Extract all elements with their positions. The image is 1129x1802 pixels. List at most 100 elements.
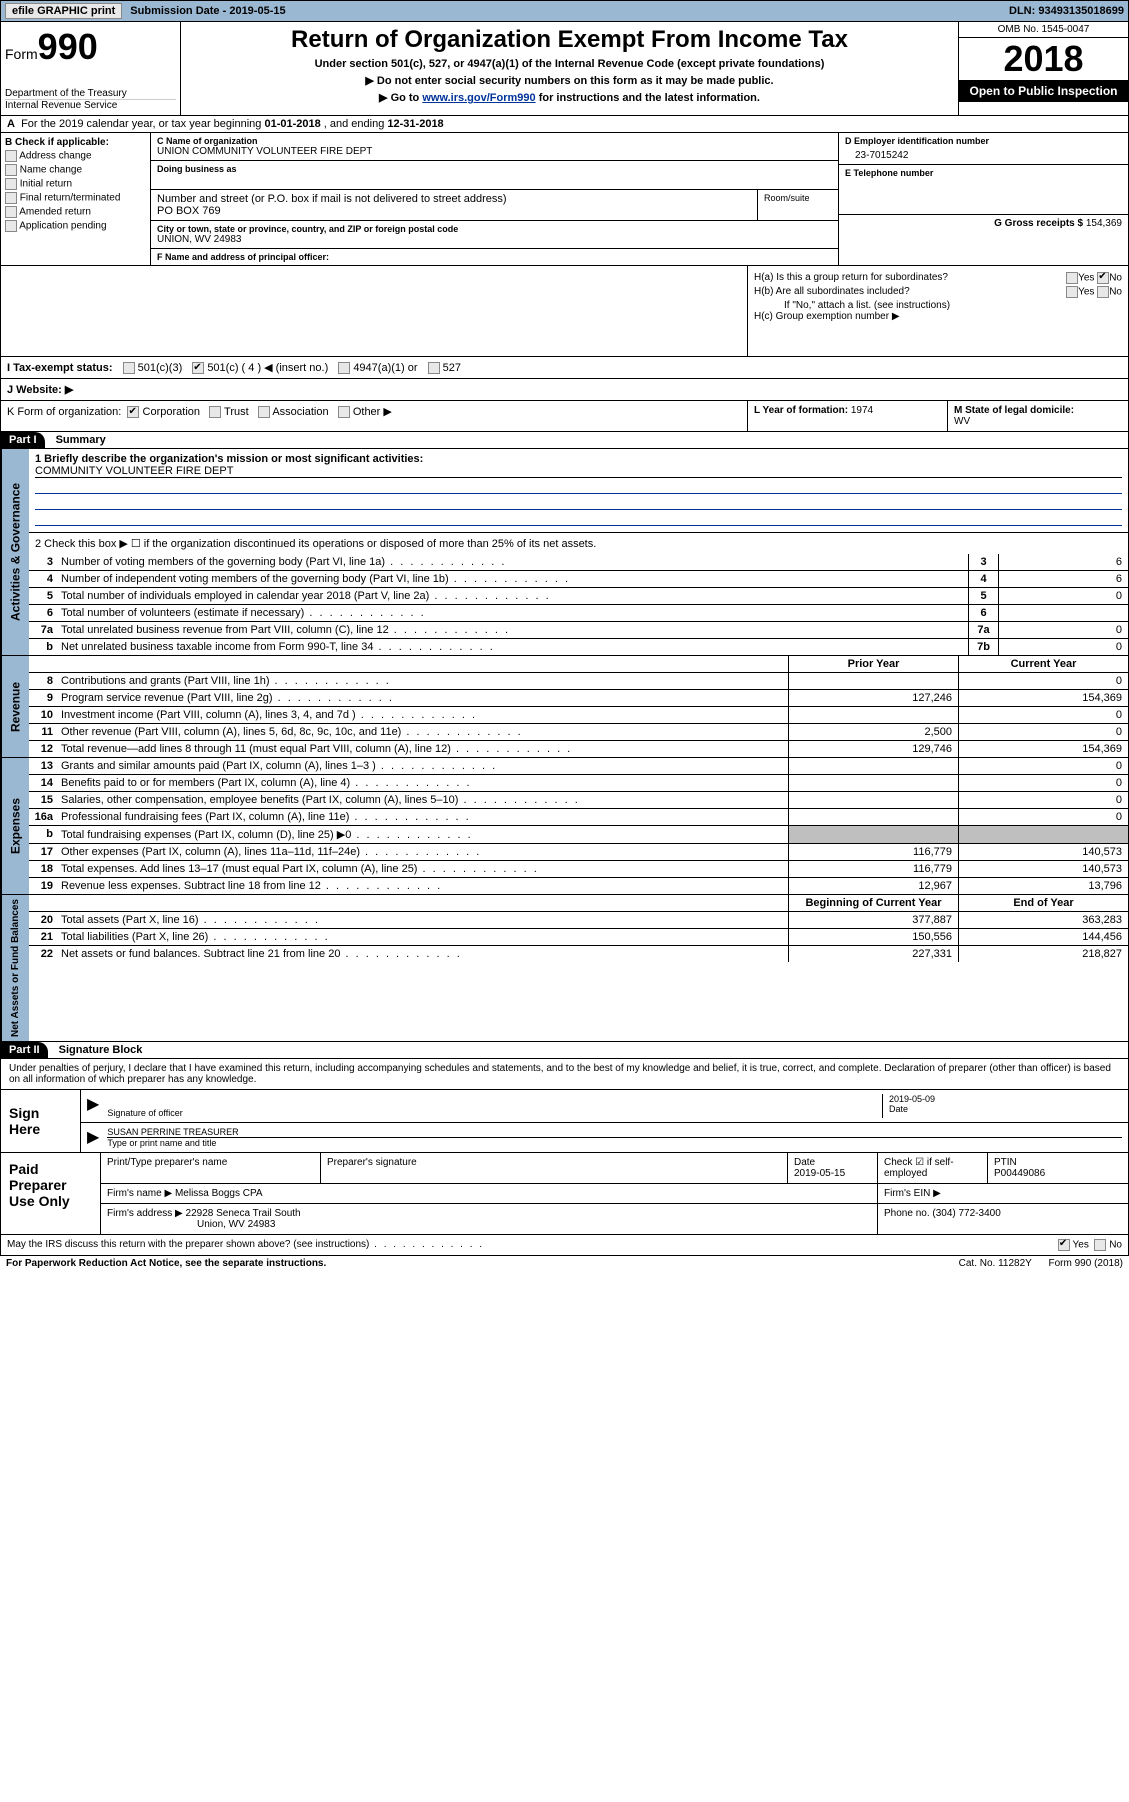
- tax-year: 2018: [959, 38, 1128, 80]
- sub2: ▶ Do not enter social security numbers o…: [189, 74, 950, 87]
- part-ii-title: Signature Block: [51, 1044, 143, 1056]
- signature-block: Under penalties of perjury, I declare th…: [0, 1059, 1129, 1235]
- part-i-title: Summary: [48, 434, 106, 446]
- principal-officer-cell: F Name and address of principal officer:: [151, 249, 838, 265]
- line-3: 3Number of voting members of the governi…: [29, 554, 1128, 571]
- bottom-row: For Paperwork Reduction Act Notice, see …: [0, 1256, 1129, 1271]
- header-center: Return of Organization Exempt From Incom…: [181, 22, 958, 115]
- h-a: H(a) Is this a group return for subordin…: [754, 272, 1122, 284]
- ein-cell: D Employer identification number 23-7015…: [839, 133, 1128, 165]
- sig-officer-line: ▶ Signature of officer 2019-05-09Date: [81, 1090, 1128, 1123]
- part-i-header: Part I Summary: [0, 432, 1129, 449]
- form-number: Form990: [5, 26, 176, 68]
- sub1: Under section 501(c), 527, or 4947(a)(1)…: [189, 58, 950, 70]
- form-ref: Form 990 (2018): [1049, 1258, 1123, 1269]
- line-13: 13Grants and similar amounts paid (Part …: [29, 758, 1128, 775]
- col-current-year: Current Year: [958, 656, 1128, 672]
- col-b: B Check if applicable: Address change Na…: [1, 133, 151, 265]
- paid-row-1: Print/Type preparer's name Preparer's si…: [101, 1153, 1128, 1184]
- chk-app-pending[interactable]: Application pending: [5, 220, 146, 232]
- address: PO BOX 769: [157, 205, 751, 217]
- dba-cell: Doing business as: [151, 161, 838, 190]
- org-name: UNION COMMUNITY VOLUNTEER FIRE DEPT: [157, 146, 832, 157]
- col-end-year: End of Year: [958, 895, 1128, 911]
- cat-no: Cat. No. 11282Y: [959, 1258, 1032, 1269]
- paid-row-3: Firm's address ▶ 22928 Seneca Trail Sout…: [101, 1204, 1128, 1234]
- vtab-expenses: Expenses: [1, 758, 29, 894]
- row-k: K Form of organization: Corporation Trus…: [1, 401, 748, 431]
- line-9: 9Program service revenue (Part VIII, lin…: [29, 690, 1128, 707]
- vtab-net-assets: Net Assets or Fund Balances: [1, 895, 29, 1041]
- summary-revenue: Revenue Prior Year Current Year 8Contrib…: [0, 656, 1129, 758]
- rev-header-row: Prior Year Current Year: [29, 656, 1128, 673]
- sub3: ▶ Go to www.irs.gov/Form990 for instruct…: [189, 91, 950, 104]
- summary-governance: Activities & Governance 1 Briefly descri…: [0, 449, 1129, 656]
- col-h: H(a) Is this a group return for subordin…: [748, 266, 1128, 356]
- line-10: 10Investment income (Part VIII, column (…: [29, 707, 1128, 724]
- discuss-row: May the IRS discuss this return with the…: [0, 1235, 1129, 1256]
- line-6: 6Total number of volunteers (estimate if…: [29, 605, 1128, 622]
- firm-name: Melissa Boggs CPA: [175, 1188, 263, 1199]
- row-l: L Year of formation: 1974: [748, 401, 948, 431]
- line-b: bTotal fundraising expenses (Part IX, co…: [29, 826, 1128, 844]
- col-c: C Name of organization UNION COMMUNITY V…: [151, 133, 838, 265]
- form990-link[interactable]: www.irs.gov/Form990: [422, 92, 535, 104]
- col-prior-year: Prior Year: [788, 656, 958, 672]
- header-right: OMB No. 1545-0047 2018 Open to Public In…: [958, 22, 1128, 115]
- org-name-cell: C Name of organization UNION COMMUNITY V…: [151, 133, 838, 161]
- efile-btn[interactable]: efile GRAPHIC print: [5, 3, 122, 19]
- city-cell: City or town, state or province, country…: [151, 221, 838, 249]
- room-cell: Room/suite: [758, 190, 838, 220]
- line-21: 21Total liabilities (Part X, line 26) 15…: [29, 929, 1128, 946]
- sign-here-row: Sign Here ▶ Signature of officer 2019-05…: [1, 1089, 1128, 1152]
- chk-initial-return[interactable]: Initial return: [5, 178, 146, 190]
- col-begin-year: Beginning of Current Year: [788, 895, 958, 911]
- form-header: Form990 Department of the Treasury Inter…: [0, 22, 1129, 116]
- header-left: Form990 Department of the Treasury Inter…: [1, 22, 181, 115]
- ptin: P00449086: [994, 1168, 1045, 1179]
- mission-text: COMMUNITY VOLUNTEER FIRE DEPT: [35, 465, 1122, 478]
- vtab-governance: Activities & Governance: [1, 449, 29, 655]
- chk-name-change[interactable]: Name change: [5, 164, 146, 176]
- vtab-revenue: Revenue: [1, 656, 29, 757]
- officer-name: SUSAN PERRINE TREASURER: [107, 1127, 1122, 1138]
- paid-preparer: Paid Preparer Use Only Print/Type prepar…: [1, 1152, 1128, 1234]
- part-ii-header: Part II Signature Block: [0, 1042, 1129, 1059]
- row-a: A For the 2019 calendar year, or tax yea…: [0, 116, 1129, 133]
- line-4: 4Number of independent voting members of…: [29, 571, 1128, 588]
- part-ii-badge: Part II: [1, 1042, 48, 1058]
- chk-final-return[interactable]: Final return/terminated: [5, 192, 146, 204]
- chk-amended[interactable]: Amended return: [5, 206, 146, 218]
- phone-cell: E Telephone number: [839, 165, 1128, 215]
- row-j: J Website: ▶: [0, 379, 1129, 401]
- line-12: 12Total revenue—add lines 8 through 11 (…: [29, 741, 1128, 757]
- firm-address: 22928 Seneca Trail South: [186, 1208, 301, 1219]
- ein: 23-7015242: [845, 150, 1122, 161]
- row-m: M State of legal domicile: WV: [948, 401, 1128, 431]
- row-k-l-m: K Form of organization: Corporation Trus…: [0, 401, 1129, 432]
- omb-number: OMB No. 1545-0047: [959, 22, 1128, 38]
- h-b: H(b) Are all subordinates included? Yes …: [754, 286, 1122, 298]
- section-f-h: H(a) Is this a group return for subordin…: [0, 266, 1129, 357]
- section-b-c-d-e: B Check if applicable: Address change Na…: [0, 133, 1129, 266]
- address-cell: Number and street (or P.O. box if mail i…: [151, 190, 758, 220]
- line-5: 5Total number of individuals employed in…: [29, 588, 1128, 605]
- net-header-row: Beginning of Current Year End of Year: [29, 895, 1128, 912]
- line-14: 14Benefits paid to or for members (Part …: [29, 775, 1128, 792]
- dept-treasury: Department of the Treasury: [5, 88, 176, 99]
- summary-net-assets: Net Assets or Fund Balances Beginning of…: [0, 895, 1129, 1042]
- col-d-e: D Employer identification number 23-7015…: [838, 133, 1128, 265]
- form-title: Return of Organization Exempt From Incom…: [189, 26, 950, 54]
- pra-notice: For Paperwork Reduction Act Notice, see …: [6, 1258, 326, 1269]
- row-i: I Tax-exempt status: 501(c)(3) 501(c) ( …: [0, 357, 1129, 379]
- dln: DLN: 93493135018699: [1009, 5, 1124, 17]
- line-22: 22Net assets or fund balances. Subtract …: [29, 946, 1128, 962]
- sign-here-label: Sign Here: [1, 1090, 81, 1152]
- arrow-icon: ▶: [87, 1094, 99, 1118]
- col-b-header: B Check if applicable:: [5, 137, 146, 148]
- gross-receipts-cell: G Gross receipts $ 154,369: [839, 215, 1128, 232]
- line-18: 18Total expenses. Add lines 13–17 (must …: [29, 861, 1128, 878]
- chk-address-change[interactable]: Address change: [5, 150, 146, 162]
- top-bar: efile GRAPHIC print Submission Date - 20…: [0, 0, 1129, 22]
- line-11: 11Other revenue (Part VIII, column (A), …: [29, 724, 1128, 741]
